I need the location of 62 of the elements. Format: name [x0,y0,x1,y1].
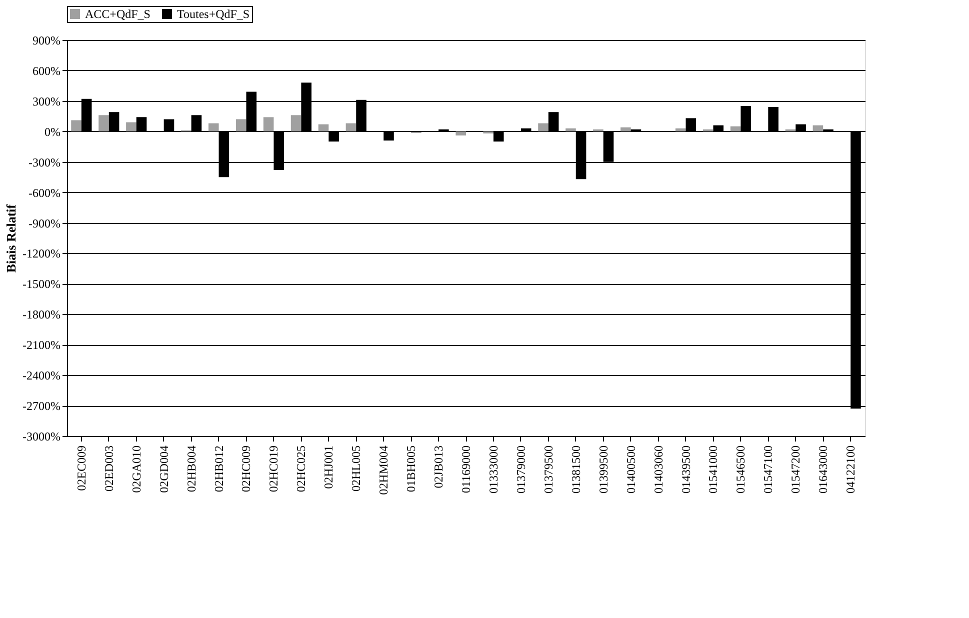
y-tick-label: -2400% [22,368,60,383]
bar [236,119,246,132]
bar [812,125,824,132]
x-tick-label: 02GA010 [129,446,144,493]
x-tick-label: 02HC019 [266,446,281,492]
bar [566,128,576,132]
y-tick-label: -300% [28,155,60,170]
bar [98,115,109,132]
x-tick-label: 02HC025 [294,446,308,492]
y-tick-label: -1800% [22,308,60,322]
bar [208,123,219,132]
x-tick-label: 02HC009 [239,446,254,492]
x-tick-label: 01400500 [624,446,638,494]
y-tick-label: -2700% [22,399,60,414]
x-tick-label: 01379500 [541,446,556,494]
bar [675,128,686,132]
bar [346,123,356,132]
x-tick-label: 02HM004 [376,446,391,495]
x-tick-label: 02HB012 [212,446,226,492]
x-tick-label: 02EC009 [74,446,88,491]
y-tick-label: 300% [32,94,60,108]
bar [538,123,548,132]
x-tick-label: 01643000 [816,446,830,494]
bar [263,117,274,132]
x-tick-label: 02HB004 [184,446,198,492]
x-tick-label: 01547200 [788,446,803,494]
y-tick-label: -2100% [22,338,60,352]
y-tick-label: -3000% [22,430,60,444]
bar [71,120,82,132]
bar [456,131,466,136]
x-tick-label: 01399500 [596,446,610,494]
y-tick-label: -600% [28,186,60,200]
x-tick-label: 01BH005 [404,446,418,492]
x-tick-label: 02JB013 [432,446,446,488]
x-tick-label: 01403060 [651,446,666,494]
bar [126,122,136,132]
x-tick-label: 04122100 [844,446,858,494]
legend-label: ACC+QdF_S [85,7,150,21]
x-tick-label: 01379000 [514,446,528,494]
y-tick-label: 600% [32,64,60,78]
legend-label: Toutes+QdF_S [177,7,250,21]
x-tick-label: 01541000 [706,446,720,494]
y-tick-label: -1500% [22,277,60,292]
y-tick-label: 900% [32,34,60,48]
bar [620,127,631,132]
bar [290,115,302,132]
x-tick-label: 01169000 [459,446,473,494]
x-tick-label: 02GD004 [156,446,171,493]
x-tick-label: 01439500 [678,446,693,494]
y-tick-label: -900% [28,216,60,230]
x-tick-label: 01547100 [761,446,776,494]
x-tick-label: 01546500 [734,446,748,494]
x-tick-label: 01333000 [486,446,500,494]
y-axis-title: Biais Relatif [4,204,19,273]
x-tick-label: 02HL005 [349,446,364,492]
x-tick-label: 02HJ001 [322,446,336,489]
y-tick-label: -1200% [22,246,60,261]
bar [318,124,329,132]
y-tick-label: 0% [44,124,60,139]
x-tick-label: 02ED003 [102,446,116,492]
bar [730,126,741,132]
x-tick-label: 01381500 [568,446,583,494]
